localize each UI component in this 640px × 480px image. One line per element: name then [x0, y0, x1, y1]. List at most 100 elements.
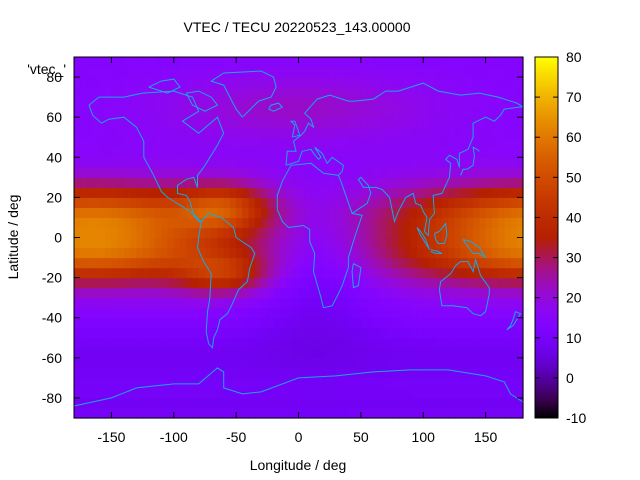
heatmap-cell	[74, 127, 81, 138]
heatmap-cell	[98, 207, 106, 219]
heatmap-cell	[130, 177, 137, 188]
heatmap-cell	[167, 397, 175, 409]
heatmap-cell	[180, 277, 187, 289]
heatmap-cell	[323, 167, 331, 178]
heatmap-cell	[198, 287, 206, 299]
heatmap-cell	[130, 197, 137, 209]
heatmap-cell	[136, 237, 144, 249]
heatmap-cell	[429, 267, 437, 279]
heatmap-cell	[111, 187, 119, 198]
heatmap-cell	[155, 197, 162, 209]
heatmap-cell	[379, 107, 387, 118]
heatmap-cell	[385, 177, 393, 188]
heatmap-cell	[304, 207, 312, 219]
heatmap-cell	[498, 297, 505, 309]
heatmap-cell	[385, 57, 393, 68]
heatmap-cell	[485, 147, 493, 158]
heatmap-cell	[273, 237, 281, 249]
heatmap-cell	[155, 377, 162, 389]
heatmap-cell	[485, 87, 493, 98]
heatmap-cell	[329, 137, 337, 148]
heatmap-cell	[354, 267, 362, 279]
heatmap-cell	[148, 107, 156, 118]
heatmap-cell	[491, 187, 499, 198]
heatmap-cell	[217, 97, 225, 108]
heatmap-cell	[429, 337, 437, 349]
heatmap-cell	[286, 77, 293, 88]
heatmap-cell	[354, 207, 362, 219]
heatmap-cell	[167, 237, 175, 249]
heatmap-cell	[173, 377, 181, 389]
heatmap-cell	[516, 367, 524, 379]
heatmap-cell	[267, 157, 275, 168]
heatmap-cell	[111, 317, 119, 329]
heatmap-cell	[379, 317, 387, 329]
heatmap-cell	[404, 77, 412, 88]
heatmap-cell	[354, 87, 362, 98]
heatmap-cell	[504, 147, 512, 158]
heatmap-cell	[516, 287, 524, 299]
heatmap-cell	[211, 277, 219, 289]
heatmap-cell	[292, 327, 300, 339]
heatmap-cell	[348, 157, 356, 168]
heatmap-cell	[317, 267, 325, 279]
heatmap-cell	[117, 247, 125, 259]
heatmap-cell	[204, 157, 212, 168]
heatmap-cell	[292, 217, 300, 229]
heatmap-cell	[460, 367, 468, 379]
heatmap-cell	[267, 207, 275, 219]
heatmap-cell	[161, 247, 169, 259]
heatmap-cell	[204, 407, 212, 419]
heatmap-cell	[466, 347, 474, 359]
heatmap-cell	[130, 237, 137, 249]
heatmap-cell	[92, 357, 100, 369]
heatmap-cell	[261, 367, 268, 379]
heatmap-cell	[186, 277, 194, 289]
heatmap-cell	[248, 77, 256, 88]
heatmap-cell	[261, 347, 268, 359]
heatmap-cell	[504, 357, 512, 369]
heatmap-cell	[360, 337, 368, 349]
heatmap-cell	[392, 127, 399, 138]
heatmap-cell	[204, 187, 212, 198]
heatmap-cell	[310, 397, 318, 409]
heatmap-cell	[410, 267, 418, 279]
heatmap-cell	[348, 297, 356, 309]
heatmap-cell	[317, 187, 325, 198]
heatmap-cell	[155, 287, 162, 299]
heatmap-cell	[317, 107, 325, 118]
heatmap-cell	[454, 217, 462, 229]
heatmap-cell	[441, 187, 449, 198]
heatmap-cell	[161, 307, 169, 319]
heatmap-cell	[80, 257, 88, 269]
heatmap-cell	[360, 327, 368, 339]
heatmap-cell	[155, 277, 162, 289]
heatmap-cell	[379, 347, 387, 359]
heatmap-cell	[298, 377, 306, 389]
heatmap-cell	[491, 177, 499, 188]
heatmap-cell	[192, 337, 200, 349]
heatmap-cell	[410, 187, 418, 198]
heatmap-cell	[398, 277, 406, 289]
heatmap-cell	[404, 257, 412, 269]
heatmap-cell	[248, 177, 256, 188]
heatmap-cell	[117, 227, 125, 239]
heatmap-cell	[367, 277, 374, 289]
heatmap-cell	[298, 367, 306, 379]
heatmap-cell	[404, 377, 412, 389]
heatmap-cell	[98, 197, 106, 209]
heatmap-cell	[441, 307, 449, 319]
heatmap-cell	[373, 327, 381, 339]
heatmap-cell	[123, 267, 131, 279]
heatmap-cell	[329, 107, 337, 118]
heatmap-cell	[92, 277, 100, 289]
heatmap-cell	[111, 57, 119, 68]
heatmap-cell	[236, 167, 243, 178]
heatmap-cell	[323, 337, 331, 349]
heatmap-cell	[173, 157, 181, 168]
heatmap-cell	[398, 297, 406, 309]
heatmap-cell	[466, 227, 474, 239]
heatmap-cell	[217, 187, 225, 198]
heatmap-cell	[398, 127, 406, 138]
heatmap-cell	[136, 127, 144, 138]
